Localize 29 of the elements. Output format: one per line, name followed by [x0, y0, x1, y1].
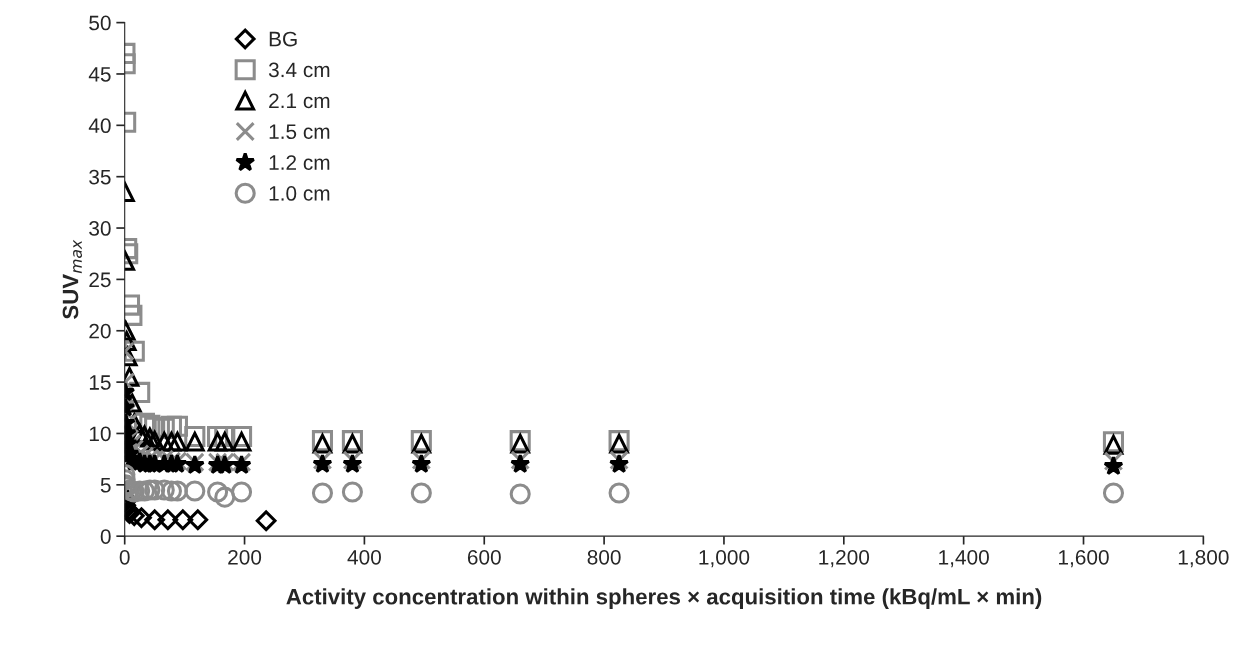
y-tick-label: 35	[89, 169, 111, 185]
legend-label: BG	[269, 31, 297, 47]
x-tick-label: 1,800	[1178, 549, 1229, 568]
y-axis-title: SUV$_{max}$	[62, 239, 82, 319]
y-tick-label: 25	[89, 272, 111, 288]
x-tick-label: 600	[467, 549, 501, 565]
x-tick-label: 800	[587, 549, 621, 565]
y-tick-label: 45	[88, 67, 111, 82]
x-tick-label: 1,400	[939, 549, 989, 568]
y-tick-label: 30	[89, 221, 111, 236]
y-tick-label: 20	[89, 323, 111, 339]
y-tick-label: 50	[89, 15, 111, 31]
y-tick-label: 5	[100, 478, 111, 493]
legend-label: 1.0 cm	[269, 186, 330, 201]
x-tick-label: 0	[119, 549, 130, 565]
y-tick-label: 40	[88, 118, 111, 134]
y-tick-label: 15	[89, 375, 111, 390]
legend-label: 1.2 cm	[269, 155, 330, 170]
legend-label: 2.1 cm	[269, 93, 330, 109]
x-tick-label: 1,000	[699, 549, 750, 568]
legend-label: 3.4 cm	[268, 62, 330, 78]
x-tick-label: 200	[228, 549, 262, 565]
x-tick-label: 1,600	[1059, 549, 1109, 568]
legend-label: 1.5 cm	[269, 124, 330, 140]
y-tick-label: 0	[100, 529, 111, 544]
x-axis-title: Activity concentration within spheres × acquisition time (kBq/mL × min)	[286, 588, 1042, 609]
x-tick-label: 1,200	[819, 549, 870, 568]
y-tick-label: 10	[89, 426, 111, 442]
x-tick-label: 400	[347, 549, 381, 565]
